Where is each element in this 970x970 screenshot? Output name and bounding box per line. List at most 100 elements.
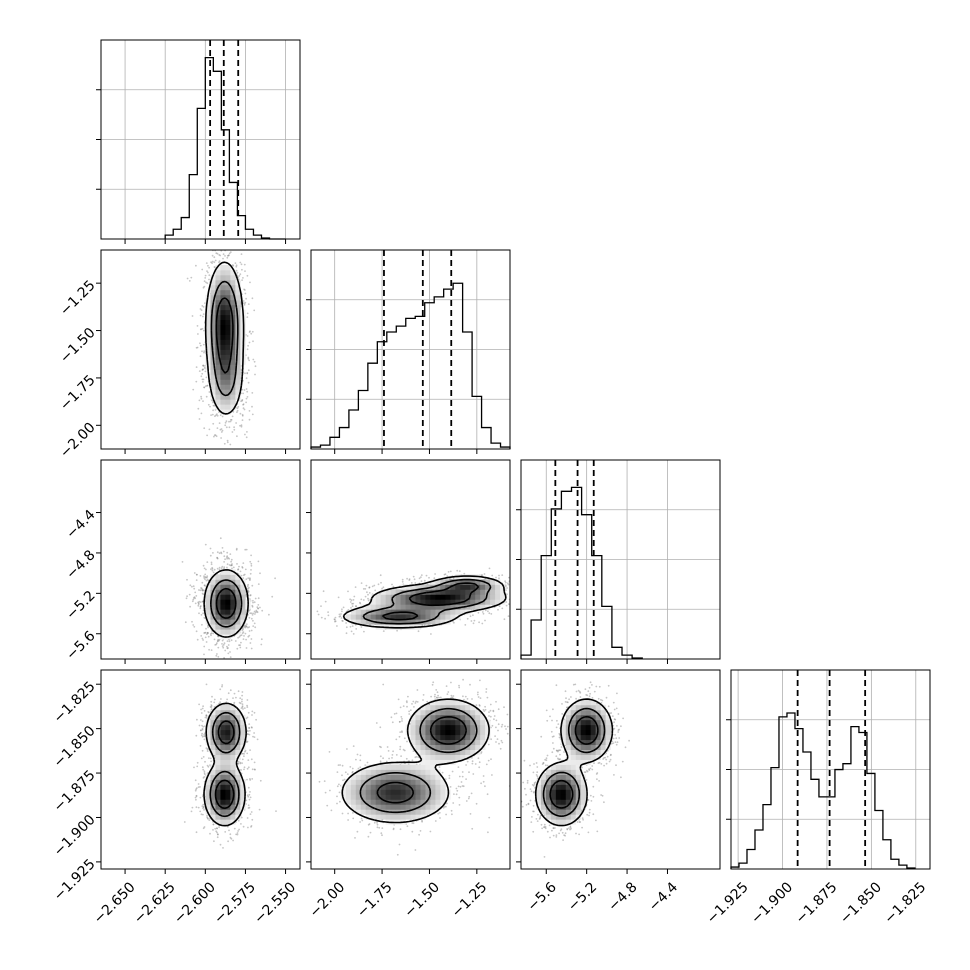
- scatter-point: [320, 616, 323, 619]
- scatter-point: [243, 573, 246, 576]
- scatter-point: [248, 616, 251, 619]
- density-panel-4-1: [96, 669, 301, 874]
- scatter-point: [202, 313, 205, 315]
- scatter-point: [208, 391, 211, 393]
- panel-contents: [183, 683, 277, 849]
- scatter-point: [504, 581, 507, 584]
- density-cell: [400, 624, 406, 630]
- density-cell: [215, 624, 221, 630]
- scatter-point: [241, 413, 244, 416]
- scatter-point: [207, 632, 209, 634]
- scatter-point: [205, 576, 207, 579]
- density-cell: [425, 609, 431, 615]
- density-cell: [460, 574, 466, 580]
- density-cell: [225, 324, 231, 331]
- density-cell: [215, 294, 221, 301]
- scatter-point: [206, 561, 209, 563]
- density-cell: [385, 589, 392, 595]
- density-cell: [230, 604, 236, 610]
- density-cell: [355, 619, 362, 625]
- scatter-point: [345, 632, 348, 635]
- scatter-point: [364, 595, 367, 598]
- density-cell: [240, 609, 246, 615]
- scatter-point: [533, 607, 535, 609]
- scatter-point: [242, 392, 245, 395]
- scatter-point: [406, 577, 408, 580]
- scatter-point: [483, 573, 486, 575]
- density-cell: [210, 319, 216, 326]
- scatter-point: [322, 590, 325, 593]
- scatter-point: [195, 573, 198, 576]
- density-cell: [230, 269, 236, 276]
- scatter-point: [202, 378, 205, 381]
- scatter-point: [497, 608, 499, 611]
- density-cell: [225, 629, 231, 635]
- scatter-point: [210, 261, 213, 264]
- density-cell: [415, 619, 421, 625]
- scatter-point: [510, 594, 512, 596]
- scatter-point: [377, 583, 380, 586]
- scatter-point: [237, 276, 240, 279]
- density-cell: [470, 594, 476, 600]
- density-cell: [225, 349, 231, 355]
- scatter-point: [245, 594, 248, 597]
- scatter-point: [214, 434, 217, 436]
- density-cell: [400, 614, 406, 620]
- scatter-point: [238, 644, 240, 647]
- density-cell: [215, 289, 221, 296]
- density-cell: [440, 594, 446, 600]
- scatter-point: [220, 551, 223, 554]
- scatter-point: [350, 607, 352, 609]
- density-cell: [450, 604, 456, 610]
- scatter-point: [260, 638, 263, 641]
- scatter-point: [221, 429, 224, 432]
- density-cell: [205, 344, 211, 350]
- density-cell: [215, 319, 221, 326]
- density-cell: [465, 574, 471, 580]
- scatter-point: [202, 827, 205, 830]
- scatter-point: [242, 825, 245, 828]
- scatter-point: [227, 647, 229, 649]
- scatter-point: [219, 242, 221, 244]
- scatter-point: [251, 330, 254, 333]
- scatter-point: [211, 695, 213, 698]
- scatter-point: [507, 583, 510, 586]
- density-cell: [225, 329, 231, 335]
- density-cell: [355, 614, 362, 620]
- scatter-point: [216, 640, 219, 642]
- density-cell: [475, 579, 481, 585]
- scatter-point: [253, 610, 256, 613]
- scatter-point: [351, 605, 354, 608]
- density-cell: [485, 599, 491, 605]
- density-cell: [220, 309, 226, 316]
- density-cell: [480, 604, 486, 610]
- scatter-point: [201, 350, 203, 353]
- scatter-point: [231, 567, 233, 570]
- scatter-point: [382, 586, 385, 589]
- scatter-point: [244, 625, 246, 628]
- scatter-point: [515, 587, 517, 589]
- scatter-point: [230, 419, 233, 421]
- scatter-point: [512, 600, 514, 602]
- scatter-point: [192, 624, 195, 626]
- density-cell: [485, 594, 491, 600]
- scatter-point: [219, 223, 221, 225]
- density-cell: [445, 599, 451, 605]
- density-cell: [220, 569, 226, 575]
- density-cell: [220, 334, 226, 340]
- scatter-point: [327, 611, 329, 613]
- density-cell: [230, 354, 236, 360]
- scatter-point: [242, 403, 245, 406]
- scatter-point: [236, 407, 239, 410]
- contour-line: [210, 579, 243, 628]
- scatter-point: [355, 605, 357, 607]
- density-cell: [440, 614, 446, 620]
- scatter-point: [254, 613, 256, 615]
- scatter-point: [235, 548, 238, 551]
- density-cell: [405, 589, 411, 595]
- scatter-point: [248, 586, 250, 589]
- scatter-point: [203, 632, 206, 634]
- scatter-point: [199, 342, 201, 345]
- density-cell: [240, 614, 246, 620]
- scatter-point: [244, 372, 246, 375]
